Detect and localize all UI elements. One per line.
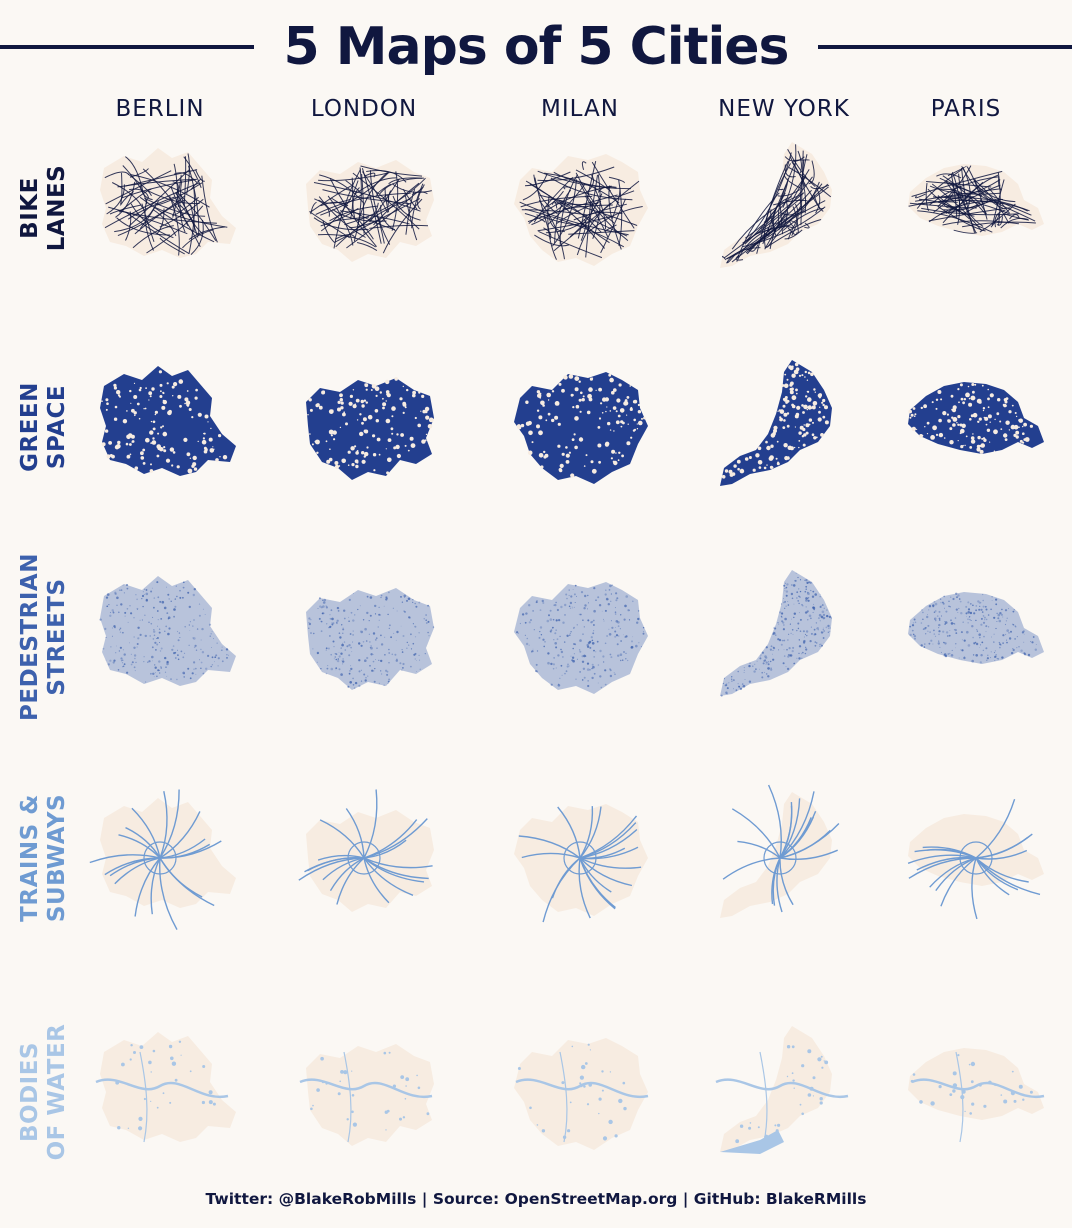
- row-label-line: SUBWAYS: [44, 793, 70, 923]
- map-green-space-berlin: [80, 346, 240, 506]
- title-bar: 5 Maps of 5 Cities: [0, 14, 1072, 80]
- page-title: 5 Maps of 5 Cities: [283, 17, 789, 77]
- footer-credits: Twitter: @BlakeRobMills | Source: OpenSt…: [205, 1190, 867, 1208]
- column-label-paris: PARIS: [930, 96, 1002, 122]
- map-bodies-of-water-new-york: [700, 1012, 860, 1172]
- row-label-line: STREETS: [44, 578, 70, 696]
- title-rule-left: [0, 45, 254, 49]
- row-label-line: TRAINS &: [17, 794, 43, 922]
- map-trains-subways-milan: [500, 778, 660, 938]
- map-bodies-of-water-london: [284, 1012, 444, 1172]
- map-trains-subways-new-york: [700, 778, 860, 938]
- row-label-text: BODIES OF WATER: [17, 1024, 71, 1161]
- row-label-text: PEDESTRIAN STREETS: [17, 553, 71, 721]
- row-label-line: LANES: [44, 164, 70, 252]
- title-rule-right: [818, 45, 1072, 49]
- map-trains-subways-berlin: [80, 778, 240, 938]
- map-trains-subways-london: [284, 778, 444, 938]
- map-bike-lanes-paris: [896, 128, 1056, 288]
- map-bodies-of-water-milan: [500, 1012, 660, 1172]
- map-green-space-london: [284, 346, 444, 506]
- column-label-london: LONDON: [310, 96, 418, 122]
- row-label-line: PEDESTRIAN: [17, 553, 43, 721]
- map-bodies-of-water-paris: [896, 1012, 1056, 1172]
- map-bike-lanes-london: [284, 128, 444, 288]
- column-label-new-york: NEW YORK: [718, 96, 850, 122]
- row-label-line: BIKE: [17, 177, 43, 239]
- map-bodies-of-water-berlin: [80, 1012, 240, 1172]
- map-bike-lanes-milan: [500, 128, 660, 288]
- map-pedestrian-streets-berlin: [80, 556, 240, 716]
- map-green-space-milan: [500, 346, 660, 506]
- column-label-milan: MILAN: [541, 96, 619, 122]
- map-green-space-paris: [896, 346, 1056, 506]
- row-label-text: TRAINS & SUBWAYS: [17, 794, 71, 922]
- row-label-line: BODIES: [17, 1041, 43, 1143]
- map-green-space-new-york: [700, 346, 860, 506]
- row-label-line: SPACE: [44, 384, 70, 470]
- row-label-line: GREEN: [17, 382, 43, 472]
- row-label-text: GREEN SPACE: [17, 382, 71, 472]
- map-pedestrian-streets-london: [284, 556, 444, 716]
- map-pedestrian-streets-new-york: [700, 556, 860, 716]
- map-bike-lanes-new-york: [700, 128, 860, 288]
- map-bike-lanes-berlin: [80, 128, 240, 288]
- map-pedestrian-streets-paris: [896, 556, 1056, 716]
- row-label-line: OF WATER: [44, 1023, 70, 1161]
- column-label-berlin: BERLIN: [115, 96, 205, 122]
- map-pedestrian-streets-milan: [500, 556, 660, 716]
- row-label-text: BIKE LANES: [17, 165, 71, 251]
- map-trains-subways-paris: [896, 778, 1056, 938]
